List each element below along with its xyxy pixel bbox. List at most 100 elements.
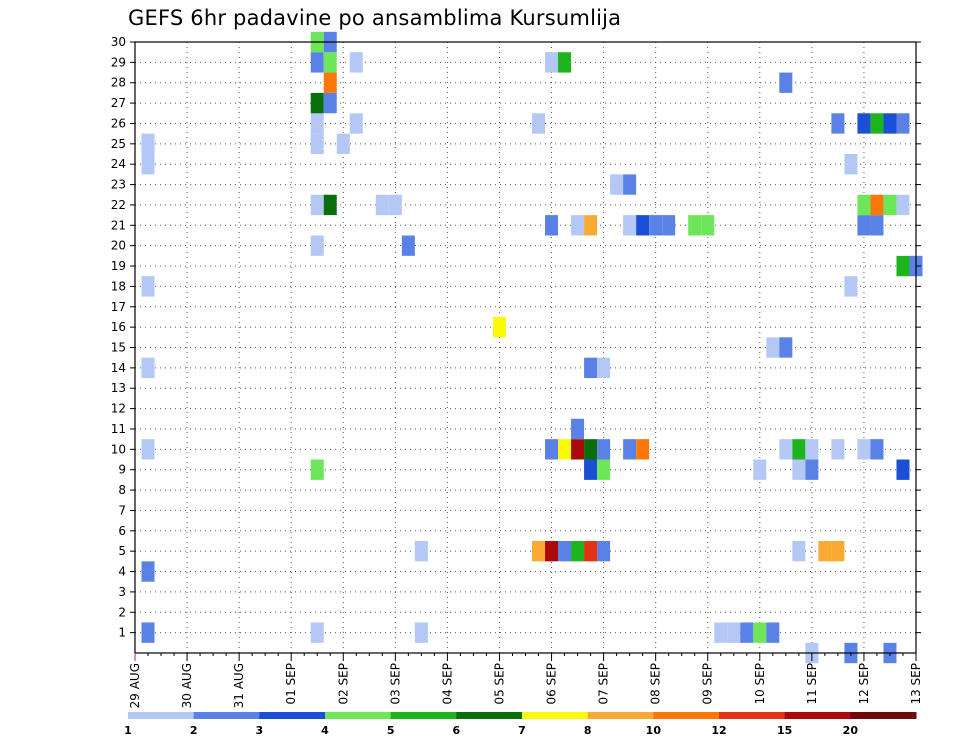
heatmap-cell [740, 622, 754, 643]
heatmap-cell [636, 215, 650, 236]
y-tick-label: 14 [111, 361, 126, 375]
heatmap-cell [831, 113, 845, 134]
legend-swatch [193, 712, 260, 719]
color-legend: 1 2 3 4 5 6 7 8 10 12 15 20 [124, 712, 917, 737]
heatmap-cell [558, 540, 572, 562]
y-tick-label: 13 [111, 381, 126, 395]
heatmap-cell [571, 418, 585, 440]
heatmap-cell [870, 113, 884, 134]
heatmap-cell [883, 194, 897, 216]
y-tick-label: 27 [111, 96, 126, 110]
heatmap-cell [584, 540, 598, 562]
y-tick-label: 24 [111, 157, 126, 171]
heatmap-cell [141, 133, 155, 155]
heatmap-cell [571, 215, 585, 236]
heatmap-cell [792, 439, 806, 460]
heatmap-cell [818, 540, 832, 562]
x-tick-label: 29 AUG [128, 663, 142, 708]
heatmap-cell [310, 235, 324, 256]
x-tick-label: 13 SEP [909, 663, 923, 705]
y-tick-label: 21 [111, 218, 126, 232]
legend-label: 5 [387, 724, 395, 737]
heatmap-cell [636, 439, 650, 460]
heatmap-cell [141, 357, 155, 379]
x-tick-label: 03 SEP [388, 663, 402, 705]
heatmap-cell [857, 113, 871, 134]
heatmap-cell [584, 459, 598, 480]
heatmap-cell [310, 52, 324, 73]
heatmap-cell [336, 133, 350, 155]
heatmap-cell [323, 52, 337, 73]
heatmap-cell [545, 215, 559, 236]
heatmap-cell [545, 52, 559, 73]
x-tick-label: 05 SEP [492, 663, 506, 705]
heatmap-cell [857, 194, 871, 216]
heatmap-cell [805, 459, 819, 480]
legend-label: 6 [453, 724, 461, 737]
y-tick-label: 9 [118, 463, 126, 477]
heatmap-cell [141, 622, 155, 643]
x-tick-label: 11 SEP [805, 663, 819, 705]
heatmap-cell [414, 540, 428, 562]
heatmap-cell [727, 622, 741, 643]
heatmap-cell [375, 194, 389, 216]
heatmap-cell [401, 235, 415, 256]
heatmap-cell [558, 52, 572, 73]
y-tick-label: 20 [111, 239, 126, 253]
y-tick-label: 23 [111, 178, 126, 192]
heatmap-cell [896, 255, 910, 277]
heatmap-cell [805, 439, 819, 460]
y-tick-label: 6 [118, 524, 126, 538]
heatmap-cell [870, 439, 884, 460]
legend-swatch [390, 712, 457, 719]
heatmap-cell [831, 439, 845, 460]
heatmap-cell [792, 459, 806, 480]
heatmap-cell [857, 439, 871, 460]
legend-label: 4 [321, 724, 329, 737]
legend-swatch [587, 712, 654, 719]
heatmap-cell [779, 337, 793, 358]
heatmap-cell [714, 622, 728, 643]
y-tick-label: 16 [111, 320, 126, 334]
heatmap-cell [571, 540, 585, 562]
heatmap-cell [545, 540, 559, 562]
y-tick-label: 29 [111, 55, 126, 69]
legend-swatch [850, 712, 917, 719]
y-tick-label: 11 [111, 422, 126, 436]
heatmap-cell [571, 439, 585, 460]
heatmap-cell [597, 439, 611, 460]
x-axis: 29 AUG 30 AUG 31 AUG 01 SEP 02 SEP 03 SEP 04 S… [128, 653, 923, 708]
heatmap-cell [597, 540, 611, 562]
heatmap-cell [597, 459, 611, 480]
legend-swatch [719, 712, 786, 719]
x-tick-label: 12 SEP [857, 663, 871, 705]
legend-swatch [325, 712, 392, 719]
legend-label: 3 [256, 724, 264, 737]
heatmap-cell [870, 194, 884, 216]
y-tick-label: 30 [111, 35, 126, 49]
heatmap-cell [310, 622, 324, 643]
heatmap-cell [623, 439, 637, 460]
y-tick-label: 22 [111, 198, 126, 212]
y-tick-label: 1 [118, 626, 126, 640]
heatmap-cell [844, 276, 858, 297]
legend-swatch [456, 712, 523, 719]
legend-swatch [653, 712, 720, 719]
heatmap-cell [388, 194, 402, 216]
heatmap-cell [141, 276, 155, 297]
heatmap-cell [349, 113, 363, 134]
heatmap-cell [831, 540, 845, 562]
y-tick-label: 4 [118, 565, 126, 579]
x-tick-label: 09 SEP [701, 663, 715, 705]
legend-swatch [522, 712, 589, 719]
x-tick-label: 31 AUG [232, 663, 246, 708]
legend-label: 12 [711, 724, 726, 737]
legend-swatch [259, 712, 326, 719]
heatmap-cell [545, 439, 559, 460]
heatmap-cell [414, 622, 428, 643]
heatmap-cell [310, 92, 324, 114]
y-tick-label: 5 [118, 544, 126, 558]
y-axis: 1234567891011121314151617181920212223242… [111, 35, 921, 640]
grid-layer [135, 41, 916, 653]
